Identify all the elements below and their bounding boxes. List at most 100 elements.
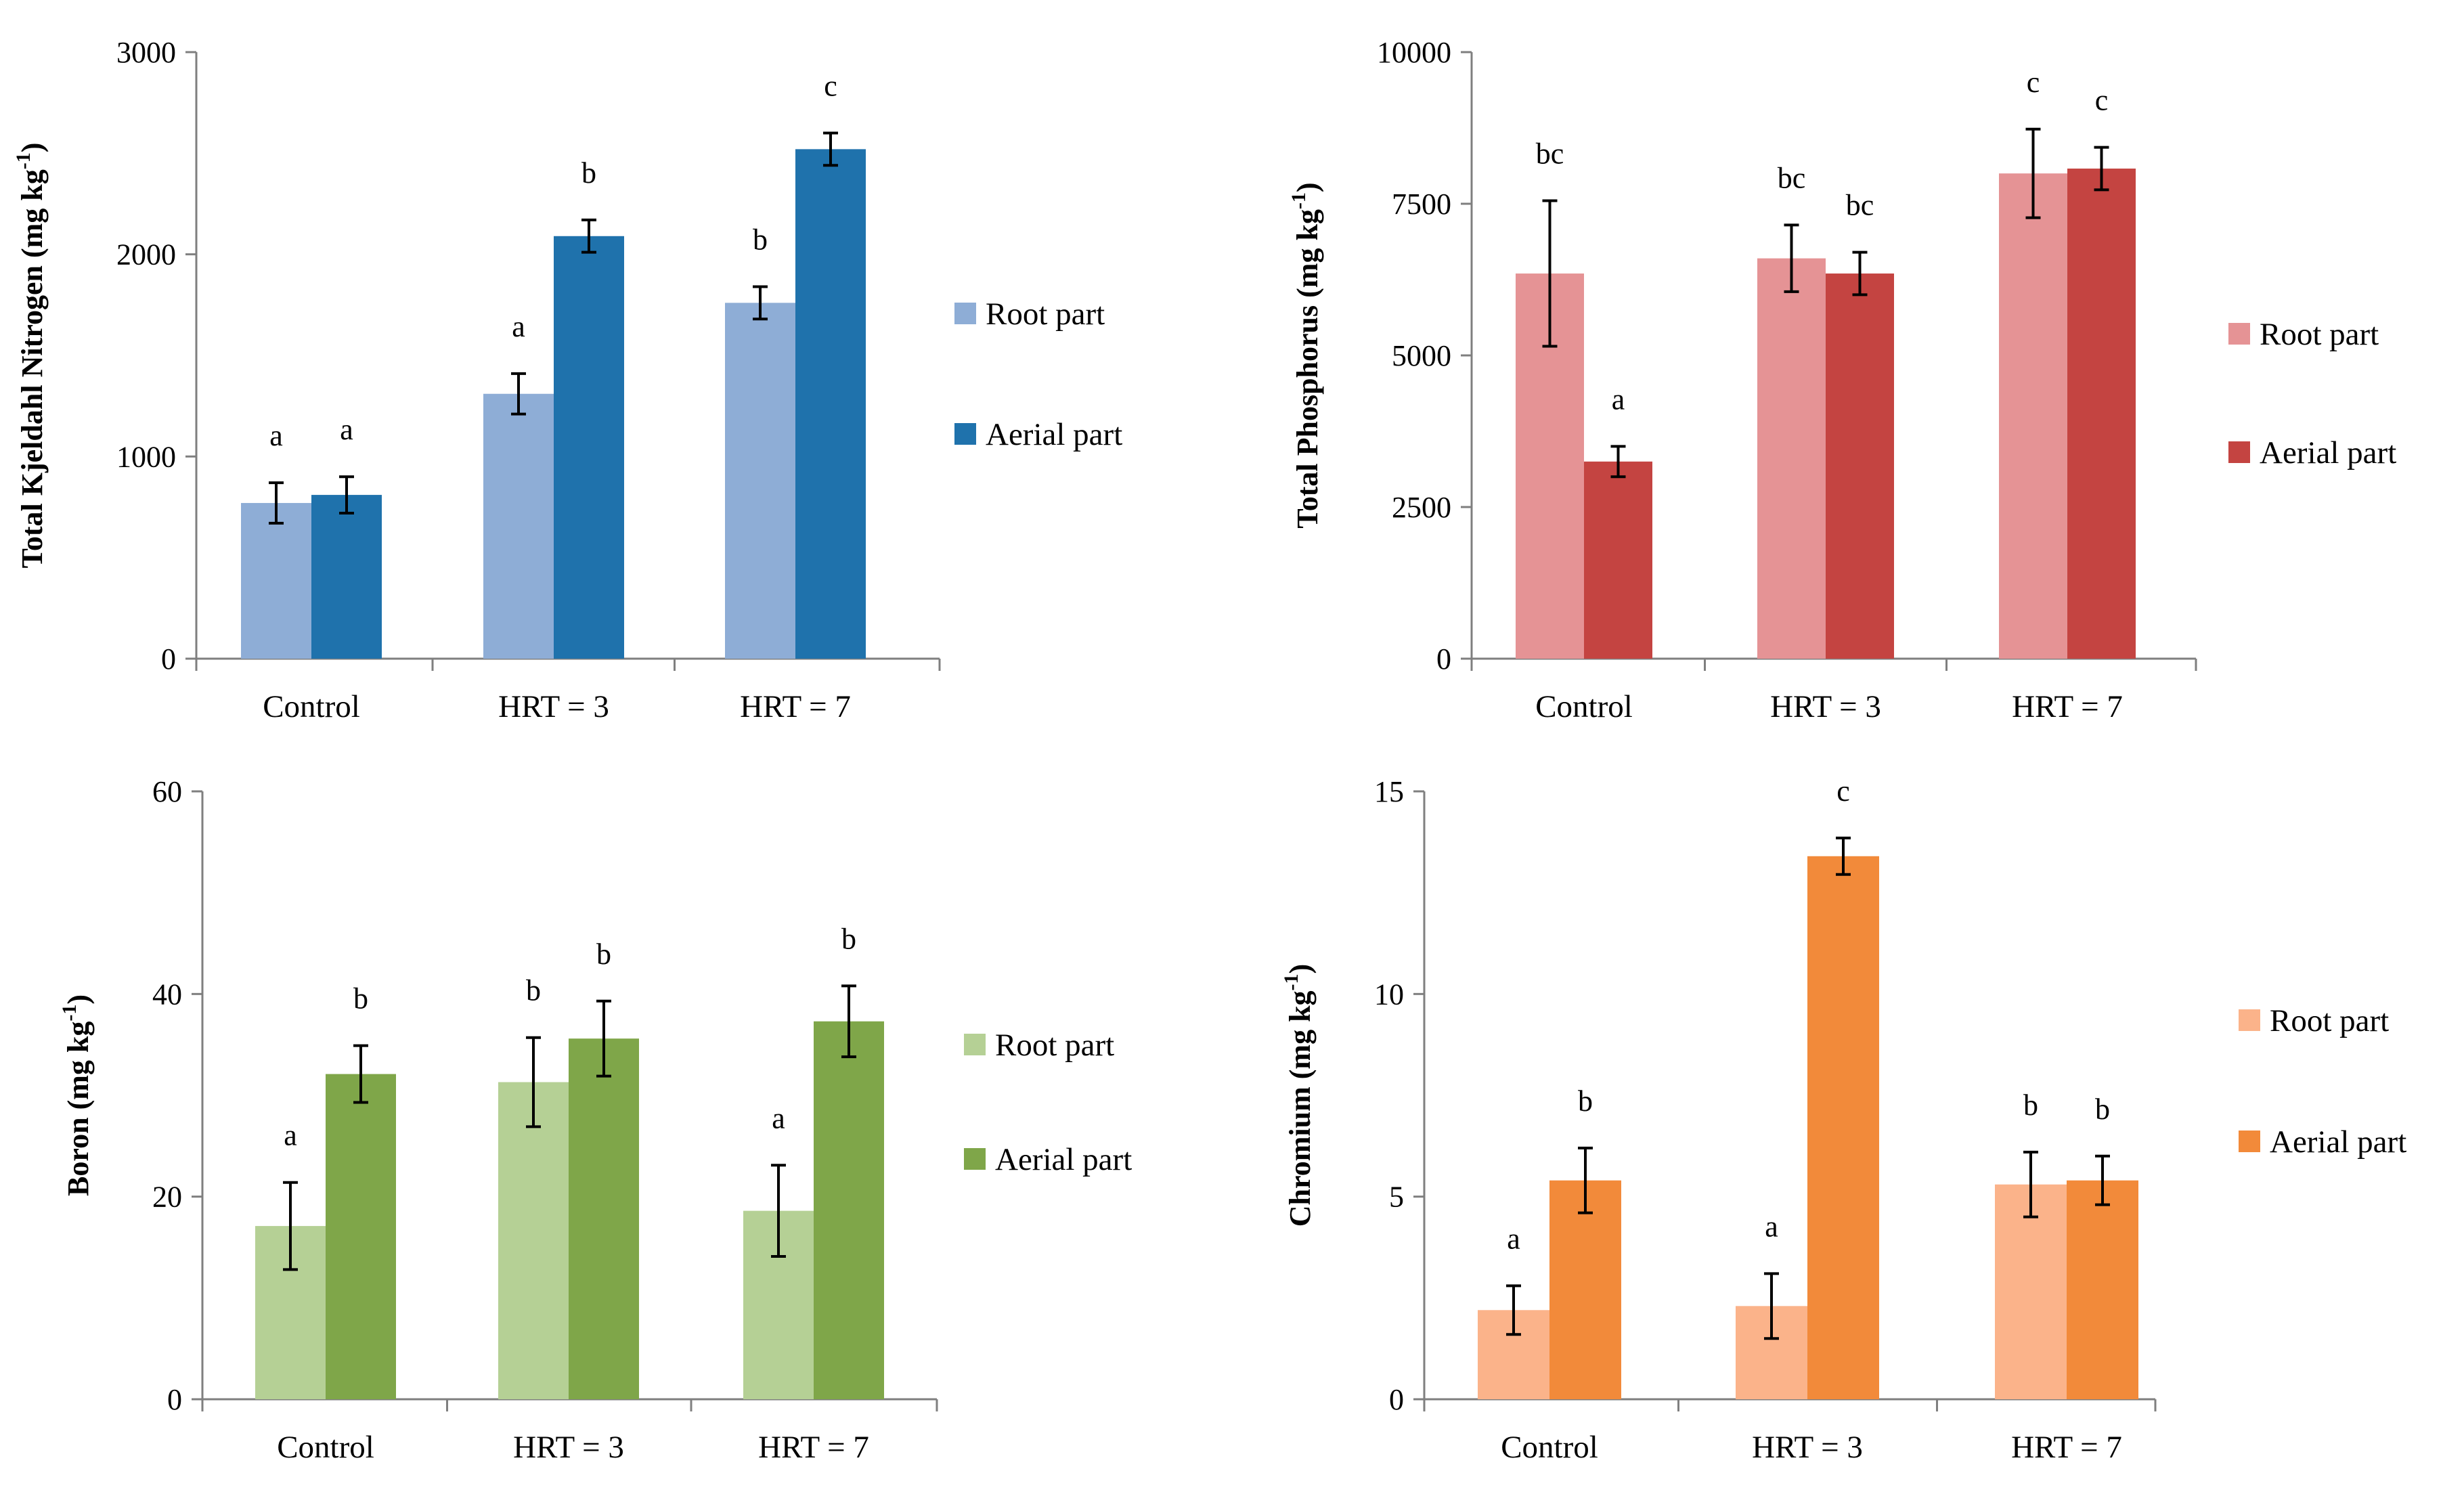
bar-aerial [814, 1021, 884, 1399]
y-tick-label: 40 [152, 978, 182, 1011]
bar-aerial [1549, 1180, 1621, 1399]
y-axis-title-main: Total Phosphorus (mg kg [1291, 209, 1324, 529]
legend-swatch [2228, 441, 2250, 463]
bar-root [1999, 173, 2067, 659]
chart-3: 0 20 40 60 a b a b b b Control HRT = 3 HRT = 7 Boron … [58, 775, 1132, 1465]
category-label: Control [277, 1430, 374, 1465]
significance-label: bc [1536, 137, 1564, 171]
y-axis-title-main: Chromium (mg kg [1283, 990, 1317, 1227]
y-axis-title: Chromium (mg kg-1) [1280, 964, 1317, 1227]
legend-swatch [954, 303, 976, 324]
significance-label: c [1836, 774, 1850, 808]
legend-swatch [964, 1034, 986, 1055]
significance-label: bc [1846, 189, 1874, 222]
y-tick-label: 10000 [1377, 36, 1451, 69]
significance-label: b [1578, 1084, 1593, 1118]
y-tick-label: 15 [1374, 775, 1404, 808]
bar-root [498, 1082, 569, 1399]
significance-label: b [2023, 1089, 2038, 1122]
significance-label: c [2095, 84, 2109, 117]
y-axis-title: Boron (mg kg-1) [58, 994, 95, 1196]
bar-root [1757, 258, 1826, 659]
y-tick-label: 5 [1389, 1181, 1404, 1214]
y-tick-label: 60 [152, 775, 182, 808]
y-axis-title-end: ) [62, 994, 95, 1005]
bar-aerial [554, 236, 624, 659]
y-axis-title-end: ) [1291, 182, 1324, 192]
legend-swatch [2239, 1131, 2260, 1152]
significance-label: bc [1778, 161, 1806, 194]
y-axis-title-main: Total Kjeldahl Nitrogen (mg kg [16, 169, 49, 568]
y-axis-title-end: ) [1283, 964, 1317, 974]
bar-aerial [1826, 273, 1894, 659]
legend-label: Root part [2270, 1003, 2389, 1038]
category-label: HRT = 7 [2012, 689, 2123, 724]
category-label: Control [1535, 689, 1633, 724]
y-tick-label: 1000 [116, 440, 176, 473]
significance-label: a [340, 413, 353, 446]
bar-root [483, 393, 554, 659]
legend-swatch [2239, 1009, 2260, 1031]
bar-aerial [311, 495, 382, 659]
bar-aerial [795, 149, 866, 659]
chart-2: 0 2500 5000 7500 10000 bc bc c a bc c Control HRT = … [1288, 36, 2396, 724]
y-axis-title: Total Phosphorus (mg kg-1) [1288, 182, 1324, 528]
y-tick-label: 7500 [1392, 188, 1451, 221]
bar-aerial [1584, 461, 1652, 659]
category-label: HRT = 3 [498, 689, 609, 724]
bar-aerial [1807, 856, 1879, 1399]
legend-label: Root part [995, 1028, 1114, 1063]
significance-label: a [284, 1119, 297, 1152]
significance-label: a [1765, 1210, 1778, 1243]
y-axis-title-superscript: -1 [1288, 192, 1310, 209]
legend-label: Aerial part [995, 1142, 1132, 1177]
y-tick-label: 2500 [1392, 491, 1451, 524]
chart-1: 0 1000 2000 3000 a a b a b c Control HRT = 3 HRT = 7… [12, 36, 1122, 724]
y-axis-title-superscript: -1 [12, 152, 35, 169]
y-axis-title-end: ) [16, 143, 49, 153]
legend-label: Aerial part [986, 417, 1122, 452]
significance-label: a [1612, 382, 1625, 416]
category-label: HRT = 3 [1770, 689, 1881, 724]
significance-label: b [2095, 1093, 2110, 1126]
bar-aerial [2067, 169, 2136, 659]
y-tick-label: 3000 [116, 36, 176, 69]
bar-root [241, 503, 311, 659]
y-tick-label: 20 [152, 1181, 182, 1214]
category-label: HRT = 7 [758, 1430, 869, 1465]
category-label: HRT = 3 [513, 1430, 624, 1465]
significance-label: b [526, 974, 541, 1007]
significance-label: a [772, 1101, 785, 1135]
category-label: HRT = 7 [2011, 1430, 2122, 1465]
y-axis-title: Total Kjeldahl Nitrogen (mg kg-1) [12, 143, 49, 569]
significance-label: a [1507, 1222, 1520, 1255]
significance-label: b [753, 223, 768, 256]
y-axis-title-superscript: -1 [58, 1005, 81, 1022]
significance-label: a [269, 419, 283, 452]
legend-swatch [964, 1148, 986, 1170]
legend-label: Root part [986, 297, 1105, 332]
y-tick-label: 5000 [1392, 339, 1451, 372]
bar-aerial [326, 1074, 396, 1399]
significance-label: c [824, 69, 837, 102]
y-axis-title-superscript: -1 [1280, 973, 1302, 990]
legend-label: Root part [2260, 317, 2379, 352]
category-label: HRT = 7 [740, 689, 851, 724]
y-tick-label: 2000 [116, 238, 176, 271]
category-label: Control [1501, 1430, 1598, 1465]
significance-label: b [841, 922, 856, 955]
category-label: HRT = 3 [1752, 1430, 1863, 1465]
significance-label: b [581, 156, 596, 190]
y-tick-label: 0 [167, 1383, 182, 1416]
y-tick-label: 0 [1436, 642, 1451, 676]
significance-label: b [596, 938, 611, 971]
significance-label: c [2027, 66, 2040, 99]
category-label: Control [263, 689, 360, 724]
legend-swatch [954, 423, 976, 445]
bar-aerial [2067, 1180, 2138, 1399]
legend-swatch [2228, 323, 2250, 345]
bar-root [1995, 1184, 2067, 1399]
y-tick-label: 0 [161, 642, 176, 676]
significance-label: b [353, 982, 368, 1015]
